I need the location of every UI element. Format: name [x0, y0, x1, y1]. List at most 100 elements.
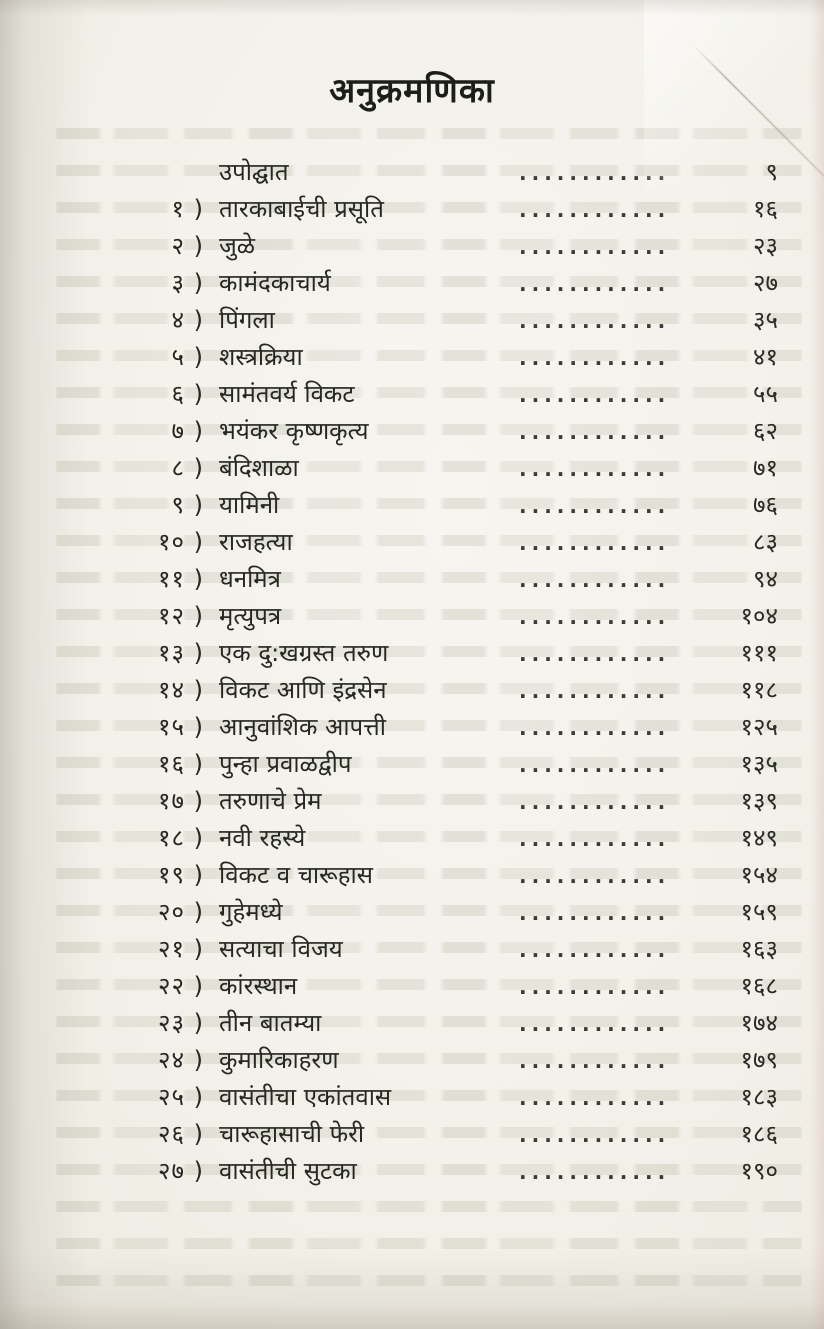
toc-entry-number: १९ ): [158, 861, 204, 889]
toc-entry-number: १३ ): [158, 639, 204, 667]
dot-leader: ..............: [519, 827, 671, 851]
toc-entry-number: ५ ): [171, 343, 204, 371]
toc-entry-page: ५५: [753, 380, 778, 408]
toc-entry-title: नवी रहस्ये: [219, 824, 306, 852]
toc-entry-title: तरुणाचे प्रेम: [219, 787, 322, 815]
toc-entry-title: विकट व चारूहास: [219, 861, 373, 889]
toc-entry-page: ६२: [753, 417, 778, 445]
toc-entry-title: गुहेमध्ये: [219, 898, 283, 926]
dot-leader: ..............: [519, 531, 671, 555]
toc-entry-number: १५ ): [158, 713, 204, 741]
toc-row: १४ ) विकट आणि इंद्रसेन .............. ११…: [140, 672, 778, 709]
toc-entry-page: १३५: [740, 750, 778, 778]
toc-row: ११ ) धनमित्र .............. ९४: [140, 561, 778, 598]
toc-entry-title: कांरस्थान: [219, 972, 298, 1000]
dot-leader: ..............: [519, 1160, 671, 1184]
toc-row: १८ ) नवी रहस्ये .............. १४९: [140, 820, 778, 857]
toc-entry-title: भयंकर कृष्णकृत्य: [219, 417, 369, 445]
toc-entry-page: २३: [753, 232, 778, 260]
toc-entry-number: १२ ): [158, 602, 204, 630]
toc-entry-title: मृत्युपत्र: [219, 602, 282, 630]
toc-entry-page: १३९: [740, 787, 778, 815]
toc-entry-title: तीन बातम्या: [219, 1009, 322, 1037]
dot-leader: ..............: [519, 605, 671, 629]
toc-entry-page: ८३: [753, 528, 778, 556]
toc-row: ९ ) यामिनी .............. ७६: [140, 487, 778, 524]
toc-entry-page: १११: [740, 639, 778, 667]
toc-entry-page: १८६: [740, 1120, 778, 1148]
toc-entry-number: १७ ): [158, 787, 204, 815]
dot-leader: ..............: [519, 864, 671, 888]
toc-entry-page: १५४: [740, 861, 778, 889]
toc-entry-number: २७ ): [158, 1157, 204, 1185]
toc-entry-page: १८३: [740, 1083, 778, 1111]
toc-entry-page: ९४: [753, 565, 778, 593]
toc-entry-title: तारकाबाईची प्रसूति: [219, 195, 384, 223]
toc-row: ८ ) बंदिशाळा .............. ७१: [140, 450, 778, 487]
toc-row: २५ ) वासंतीचा एकांतवास .............. १८…: [140, 1079, 778, 1116]
dot-leader: ..............: [519, 975, 671, 999]
toc-entry-title: आनुवांशिक आपत्ती: [219, 713, 386, 741]
toc-entry-page: ३५: [753, 306, 778, 334]
toc-entry-number: १८ ): [158, 824, 204, 852]
dot-leader: ..............: [519, 1049, 671, 1073]
page-title: अनुक्रमणिका: [329, 71, 495, 111]
toc-entry-number: २२ ): [158, 972, 204, 1000]
dot-leader: ..............: [519, 753, 671, 777]
dot-leader: ..............: [519, 642, 671, 666]
toc-row: २३ ) तीन बातम्या .............. १७४: [140, 1005, 778, 1042]
toc-row: उपोद्घात .............. ९: [140, 154, 778, 191]
dot-leader: ..............: [519, 309, 671, 333]
dot-leader: ..............: [519, 346, 671, 370]
toc-row: १७ ) तरुणाचे प्रेम .............. १३९: [140, 783, 778, 820]
toc-entry-number: ३ ): [171, 269, 204, 297]
toc-row: २२ ) कांरस्थान .............. १६८: [140, 968, 778, 1005]
toc-entry-title: वासंतीचा एकांतवास: [219, 1083, 392, 1111]
dot-leader: ..............: [519, 383, 671, 407]
toc-entry-title: वासंतीची सुटका: [219, 1157, 357, 1185]
toc-entry-number: २५ ): [158, 1083, 204, 1111]
dot-leader: ..............: [519, 494, 671, 518]
toc-entry-number: ९ ): [171, 491, 204, 519]
toc-row: २६ ) चारूहासाची फेरी .............. १८६: [140, 1116, 778, 1153]
toc-row: २१ ) सत्याचा विजय .............. १६३: [140, 931, 778, 968]
toc-entry-page: ९: [765, 158, 778, 186]
toc-entry-title: राजहत्या: [219, 528, 293, 556]
toc-entry-page: १६: [753, 195, 778, 223]
dot-leader: ..............: [519, 938, 671, 962]
toc-entry-title: बंदिशाळा: [219, 454, 299, 482]
toc-entry-number: ११ ): [158, 565, 204, 593]
toc-entry-number: २ ): [171, 232, 204, 260]
toc-entry-title: यामिनी: [219, 491, 280, 519]
toc-entry-number: ७ ): [171, 417, 204, 445]
toc-row: ३ ) कामंदकाचार्य .............. २७: [140, 265, 778, 302]
toc-row: १० ) राजहत्या .............. ८३: [140, 524, 778, 561]
toc-entry-page: ७१: [753, 454, 778, 482]
toc-entry-number: २३ ): [158, 1009, 204, 1037]
toc-entry-title: धनमित्र: [219, 565, 281, 593]
toc-entry-page: ११८: [740, 676, 778, 704]
toc-entry-number: २० ): [158, 898, 204, 926]
toc-entry-number: १० ): [158, 528, 204, 556]
toc-entry-page: १२५: [740, 713, 778, 741]
dot-leader: ..............: [519, 161, 671, 185]
toc-entry-number: १ ): [171, 195, 204, 223]
toc-entry-page: ७६: [753, 491, 778, 519]
toc-entry-title: शस्त्रक्रिया: [219, 343, 303, 371]
toc-row: ६ ) सामंतवर्य विकट .............. ५५: [140, 376, 778, 413]
toc-row: ७ ) भयंकर कृष्णकृत्य .............. ६२: [140, 413, 778, 450]
toc-entry-title: सत्याचा विजय: [219, 935, 343, 963]
toc-entry-number: ४ ): [171, 306, 204, 334]
toc-row: १६ ) पुन्हा प्रवाळद्वीप .............. १…: [140, 746, 778, 783]
dot-leader: ..............: [519, 1012, 671, 1036]
toc-entry-page: १५९: [740, 898, 778, 926]
toc-entry-title: पुन्हा प्रवाळद्वीप: [219, 750, 352, 778]
toc-row: ५ ) शस्त्रक्रिया .............. ४१: [140, 339, 778, 376]
toc-row: २० ) गुहेमध्ये .............. १५९: [140, 894, 778, 931]
dot-leader: ..............: [519, 568, 671, 592]
toc-entry-title: जुळे: [219, 232, 256, 260]
toc-entry-page: १६३: [740, 935, 778, 963]
toc-entry-page: १०४: [740, 602, 778, 630]
toc-row: १५ ) आनुवांशिक आपत्ती .............. १२५: [140, 709, 778, 746]
